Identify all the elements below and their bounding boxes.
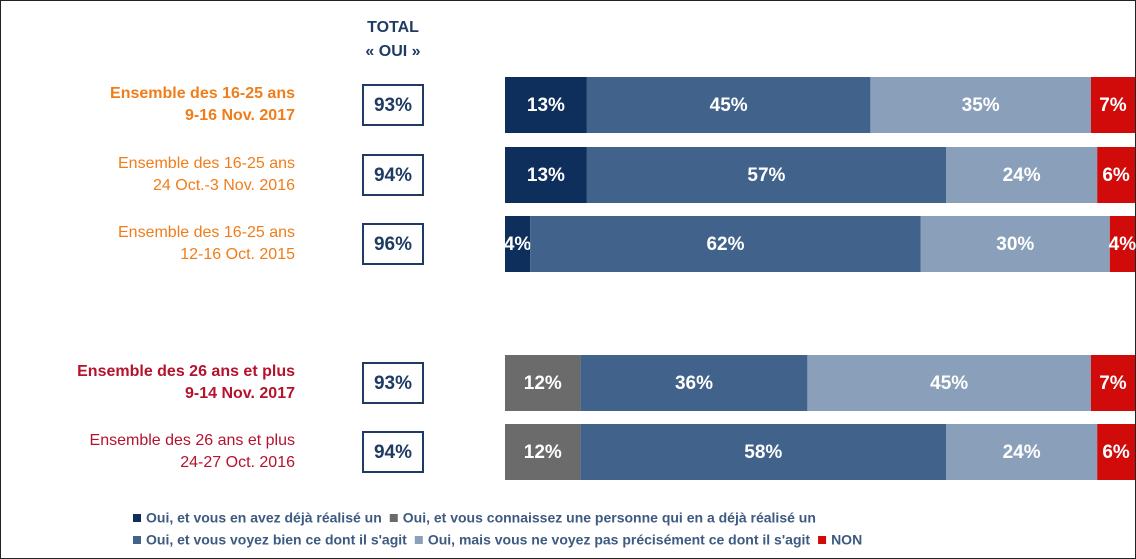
bar-segment	[807, 355, 1091, 411]
category-label: 9-16 Nov. 2017	[185, 107, 295, 124]
segment-label: 36%	[675, 373, 713, 394]
bar-segment	[1097, 424, 1135, 480]
total-label: 96%	[374, 234, 412, 255]
legend-swatch	[818, 536, 827, 544]
category-label: 12-16 Oct. 2015	[180, 246, 295, 263]
segment-label: 58%	[744, 442, 782, 463]
total-box	[362, 362, 424, 404]
bar-segment	[586, 147, 946, 203]
bar-segment	[505, 147, 587, 203]
legend-text: Oui, et vous voyez bien ce dont il s'agi…	[146, 532, 407, 548]
header-line: « OUI »	[365, 43, 420, 60]
segment-label: 13%	[527, 165, 565, 186]
segment-label: 4%	[504, 234, 532, 255]
legend-swatch	[133, 536, 141, 544]
category-label: 9-14 Nov. 2017	[185, 385, 295, 402]
legend-swatch	[414, 536, 423, 544]
segment-label: 6%	[1102, 165, 1130, 186]
bar-segment	[870, 77, 1091, 133]
bar-segment	[505, 424, 581, 480]
category-label: Ensemble des 26 ans et plus	[77, 363, 295, 380]
legend-text: Oui, mais vous ne voyez pas précisément …	[428, 532, 811, 548]
segment-label: 24%	[1003, 165, 1041, 186]
bar-segment	[580, 355, 808, 411]
segment-label: 45%	[930, 373, 968, 394]
category-label: Ensemble des 16-25 ans	[118, 155, 295, 172]
legend-text: Oui, et vous connaissez une personne qui…	[403, 510, 816, 526]
legend-text: Oui, et vous en avez déjà réalisé un	[146, 510, 382, 526]
bar-segment	[946, 147, 1098, 203]
segment-label: 7%	[1099, 95, 1127, 116]
total-label: 94%	[374, 165, 412, 186]
total-label: 94%	[374, 442, 412, 463]
bar-segment	[530, 216, 921, 272]
header-line: TOTAL	[367, 19, 419, 36]
segment-label: 57%	[747, 165, 785, 186]
segment-label: 35%	[962, 95, 1000, 116]
bar-segment	[1090, 355, 1135, 411]
segment-label: 62%	[706, 234, 744, 255]
bar-segment	[505, 216, 531, 272]
bar-segment	[1109, 216, 1135, 272]
category-label: Ensemble des 16-25 ans	[118, 224, 295, 241]
total-label: 93%	[374, 95, 412, 116]
segment-label: 4%	[1109, 234, 1136, 255]
bar-segment	[1097, 147, 1135, 203]
bar-segment	[946, 424, 1098, 480]
segment-label: 45%	[710, 95, 748, 116]
legend-text: NON	[831, 532, 862, 548]
bar-segment	[586, 77, 871, 133]
total-box	[362, 223, 424, 265]
bar-segment	[920, 216, 1110, 272]
total-box	[362, 84, 424, 126]
segment-label: 6%	[1102, 442, 1130, 463]
category-label: Ensemble des 26 ans et plus	[90, 432, 295, 449]
bar-segment	[505, 77, 587, 133]
segment-label: 12%	[524, 373, 562, 394]
bar-segment	[505, 355, 581, 411]
segment-label: 24%	[1003, 442, 1041, 463]
category-label: Ensemble des 16-25 ans	[110, 85, 295, 102]
category-label: 24 Oct.-3 Nov. 2016	[153, 177, 295, 194]
segment-label: 30%	[996, 234, 1034, 255]
bar-segment	[580, 424, 946, 480]
total-box	[362, 154, 424, 196]
segment-label: 7%	[1099, 373, 1127, 394]
segment-label: 13%	[527, 95, 565, 116]
legend-swatch	[133, 514, 141, 522]
total-label: 93%	[374, 373, 412, 394]
total-box	[362, 431, 424, 473]
segment-label: 12%	[524, 442, 562, 463]
legend-swatch	[389, 514, 398, 522]
category-label: 24-27 Oct. 2016	[180, 454, 295, 471]
bar-segment	[1090, 77, 1135, 133]
